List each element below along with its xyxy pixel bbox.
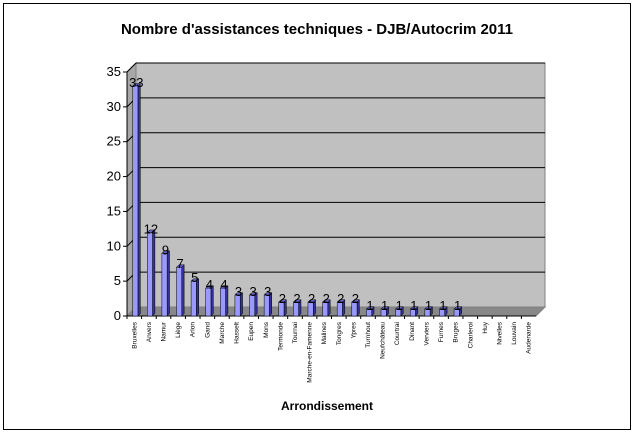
x-tick-label: Ypres xyxy=(350,321,357,338)
data-label: 12 xyxy=(144,221,158,236)
bar-chart: Nombre d'assistances techniques - DJB/Au… xyxy=(107,21,547,413)
bar xyxy=(205,287,212,317)
data-label: 2 xyxy=(308,291,315,306)
x-tick-label: Mons xyxy=(263,321,270,338)
plot-floor xyxy=(125,306,547,317)
y-tick-label: 10 xyxy=(107,238,121,253)
bar xyxy=(132,85,139,317)
y-tick-label: 35 xyxy=(107,64,121,79)
y-tick-label: 30 xyxy=(107,99,121,114)
data-label: 1 xyxy=(439,298,446,313)
y-tick-label: 25 xyxy=(107,134,121,149)
x-tick-label: Nivelles xyxy=(496,321,503,345)
bar xyxy=(293,301,299,317)
bar xyxy=(453,308,460,317)
bar xyxy=(395,308,402,317)
bar xyxy=(409,308,416,317)
data-label: 2 xyxy=(323,291,330,306)
bar xyxy=(220,287,226,317)
plot-back-wall xyxy=(135,62,546,308)
bar xyxy=(380,308,387,317)
x-tick-label: Marche-en-Famenne xyxy=(307,322,314,383)
data-label: 4 xyxy=(220,277,227,292)
y-tick-label: 0 xyxy=(114,308,121,323)
data-label: 2 xyxy=(293,291,300,306)
x-tick-label: Namur xyxy=(161,321,168,341)
bar xyxy=(263,294,270,317)
data-label: 33 xyxy=(129,75,143,90)
bar xyxy=(351,301,358,317)
x-tick-label: Arlon xyxy=(190,322,197,338)
bar xyxy=(249,294,256,317)
x-tick-label: Dinant xyxy=(409,322,416,341)
bar xyxy=(147,232,153,317)
x-tick-label: Courtrai xyxy=(394,322,401,345)
x-tick-label: Gand xyxy=(204,322,211,338)
bar xyxy=(336,301,343,317)
bar-side xyxy=(166,250,170,317)
gridline-side xyxy=(126,62,137,73)
x-tick-label: Charleroi xyxy=(467,322,474,348)
x-tick-label: Neufchâteau xyxy=(380,322,387,359)
x-tick-label: Marche xyxy=(219,322,226,344)
x-tick-label: Eupen xyxy=(248,322,255,341)
bar xyxy=(176,266,183,317)
data-label: 2 xyxy=(337,291,344,306)
bar-side xyxy=(181,264,185,317)
bar xyxy=(190,280,197,317)
data-label: 2 xyxy=(352,291,359,306)
bar xyxy=(278,301,285,317)
bar xyxy=(234,294,241,317)
bar xyxy=(322,301,329,317)
data-label: 3 xyxy=(264,284,271,299)
x-tick-label: Turnhout xyxy=(365,322,372,348)
bar xyxy=(161,253,168,317)
x-tick-label: Liège xyxy=(175,322,182,338)
x-tick-label: Bruges xyxy=(453,321,460,342)
data-label: 1 xyxy=(381,298,388,313)
x-tick-label: Huy xyxy=(482,321,489,333)
data-label: 1 xyxy=(425,298,432,313)
y-tick-label: 5 xyxy=(114,273,121,288)
bar xyxy=(439,308,445,317)
x-tick-label: Malines xyxy=(321,321,328,344)
data-label: 7 xyxy=(177,256,184,271)
x-tick-label: Furnes xyxy=(438,321,445,342)
bar xyxy=(366,308,372,317)
bar-side xyxy=(152,229,156,317)
data-label: 1 xyxy=(454,298,461,313)
y-tick-label: 20 xyxy=(107,169,121,184)
data-label: 5 xyxy=(191,270,198,285)
data-label: 4 xyxy=(206,277,213,292)
data-label: 1 xyxy=(366,298,373,313)
chart-frame: Nombre d'assistances techniques - DJB/Au… xyxy=(3,3,631,430)
x-tick-label: Tournai xyxy=(292,322,299,343)
x-tick-label: Audenarde xyxy=(526,322,533,354)
bar xyxy=(424,308,431,317)
data-label: 9 xyxy=(162,242,169,257)
data-label: 1 xyxy=(410,298,417,313)
data-label: 1 xyxy=(396,298,403,313)
bar xyxy=(307,301,314,317)
data-label: 3 xyxy=(250,284,257,299)
x-tick-label: Bruxelles xyxy=(131,321,138,348)
x-tick-label: Tongres xyxy=(336,321,343,345)
x-tick-label: Hasselt xyxy=(234,322,241,344)
x-tick-label: Verviers xyxy=(423,321,430,345)
chart-title: Nombre d'assistances techniques - DJB/Au… xyxy=(121,21,513,38)
bar-side xyxy=(137,82,141,317)
data-label: 2 xyxy=(279,291,286,306)
x-tick-label: Louvain xyxy=(511,322,518,345)
x-tick-label: Termonde xyxy=(277,322,284,351)
x-tick-label: Anvers xyxy=(146,321,153,342)
y-tick-label: 15 xyxy=(107,203,121,218)
x-axis-title: Arrondissement xyxy=(281,399,373,413)
data-label: 3 xyxy=(235,284,242,299)
